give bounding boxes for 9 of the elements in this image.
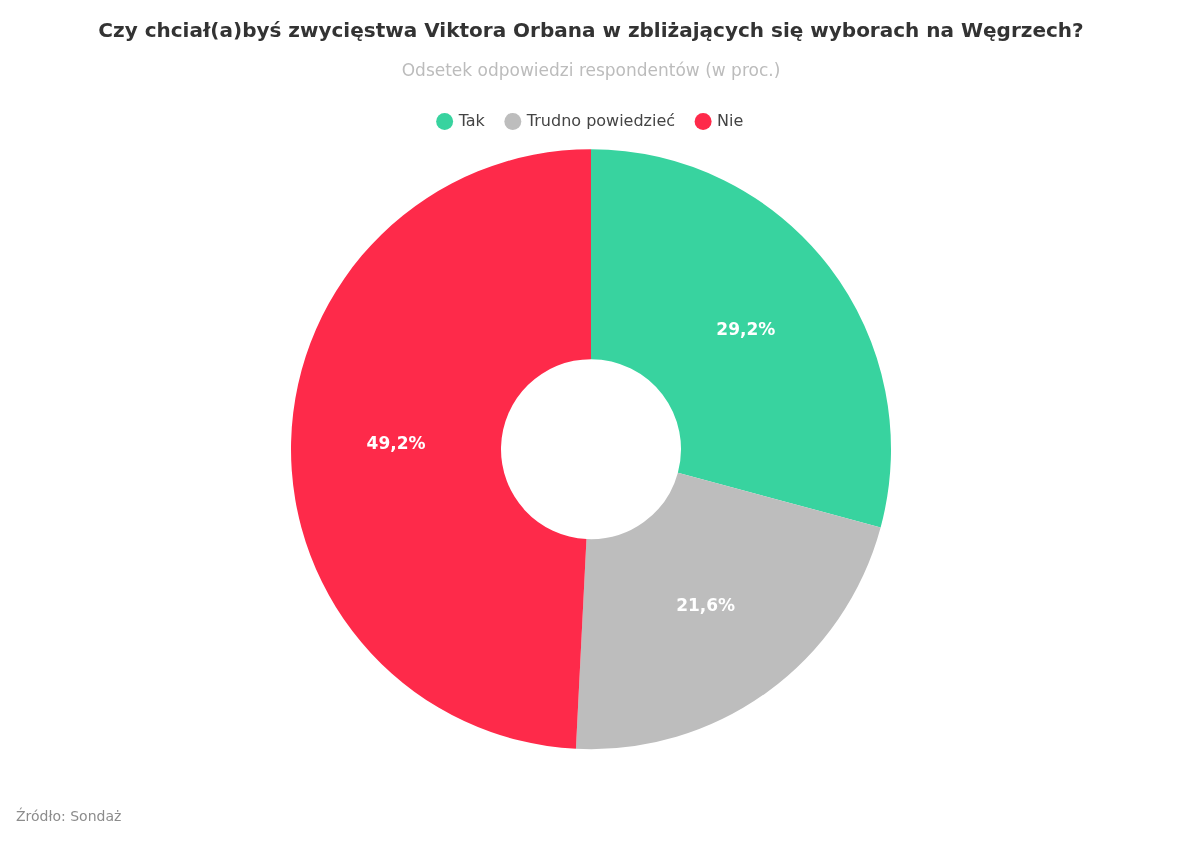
text: Źródło: Sondaż [16, 808, 122, 824]
data-label: 29,2% [716, 319, 776, 340]
legend-label: Trudno powiedzieć [525, 110, 676, 130]
legend-label: Tak [457, 110, 486, 130]
chart-title: Czy chciał(a)byś zwycięstwa Viktora Orbana w zbliżających się wyborach na Węgrzech? [98, 18, 1084, 43]
chart-subtitle: Odsetek odpowiedzi respondentów (w proc.) [401, 59, 781, 80]
data-label: 49,2% [366, 432, 426, 453]
data-label: 21,6% [676, 595, 736, 616]
legend-label: Nie [717, 110, 744, 130]
